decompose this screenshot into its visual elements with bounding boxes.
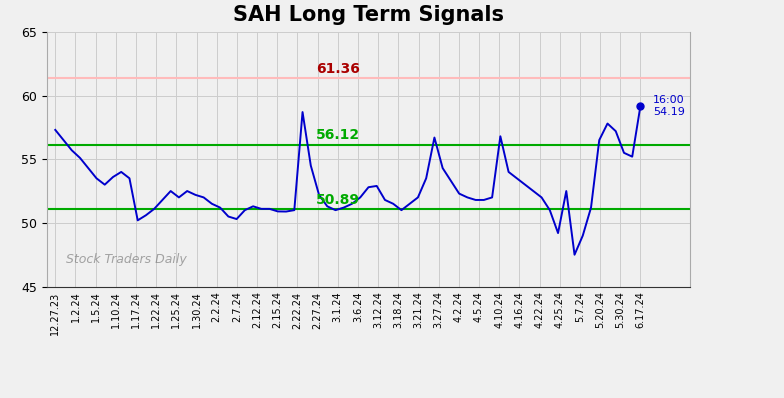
Text: 50.89: 50.89: [316, 193, 360, 207]
Title: SAH Long Term Signals: SAH Long Term Signals: [233, 5, 504, 25]
Text: Stock Traders Daily: Stock Traders Daily: [67, 253, 187, 266]
Text: 16:00
54.19: 16:00 54.19: [653, 95, 684, 117]
Text: 61.36: 61.36: [316, 62, 360, 76]
Text: 56.12: 56.12: [316, 129, 360, 142]
